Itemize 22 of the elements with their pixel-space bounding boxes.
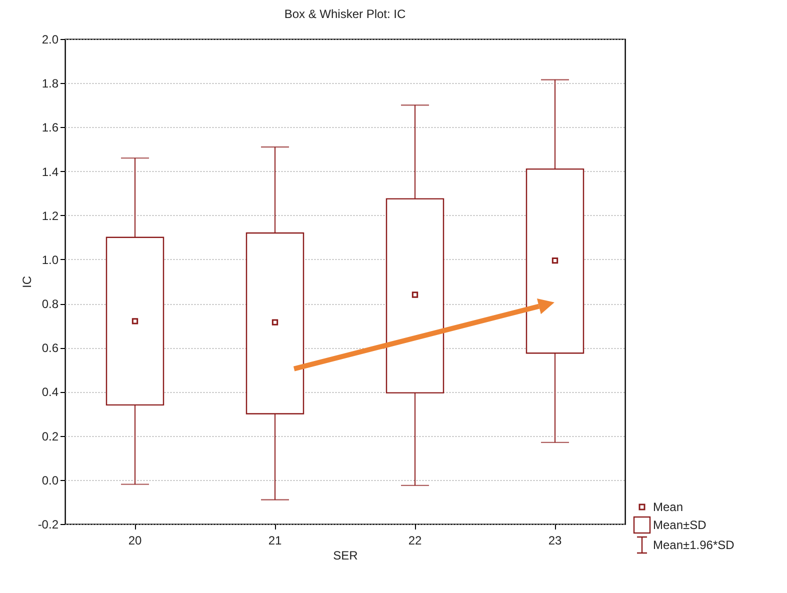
y-tick-label: -0.2: [38, 518, 59, 532]
x-tick-label: 20: [128, 534, 142, 548]
text: Mean: [653, 500, 684, 514]
y-tick-label: 0.0: [42, 473, 59, 488]
y-tick-label: 1.2: [42, 208, 59, 223]
x-axis-title: SER: [333, 548, 358, 562]
x-tick-label: 21: [268, 534, 282, 548]
y-tick-label: 0.2: [42, 429, 59, 444]
x-tick-label: 22: [408, 534, 422, 548]
text: Mean±SD: [653, 518, 707, 532]
y-tick-label: 2.0: [42, 32, 59, 46]
y-tick-label: 0.4: [42, 385, 59, 400]
y-axis-title: IC: [20, 276, 34, 288]
y-tick-label: 1.0: [42, 252, 59, 267]
y-tick-label: 0.6: [42, 341, 59, 356]
y-tick-label: 0.8: [42, 297, 59, 312]
text: Mean±1.96*SD: [653, 538, 735, 552]
y-tick-label: 1.8: [42, 76, 59, 91]
y-tick-label: 1.6: [42, 120, 59, 135]
x-tick-label: 23: [548, 534, 562, 548]
chart-title: Box & Whisker Plot: IC: [284, 7, 406, 21]
y-tick-label: 1.4: [42, 164, 59, 179]
